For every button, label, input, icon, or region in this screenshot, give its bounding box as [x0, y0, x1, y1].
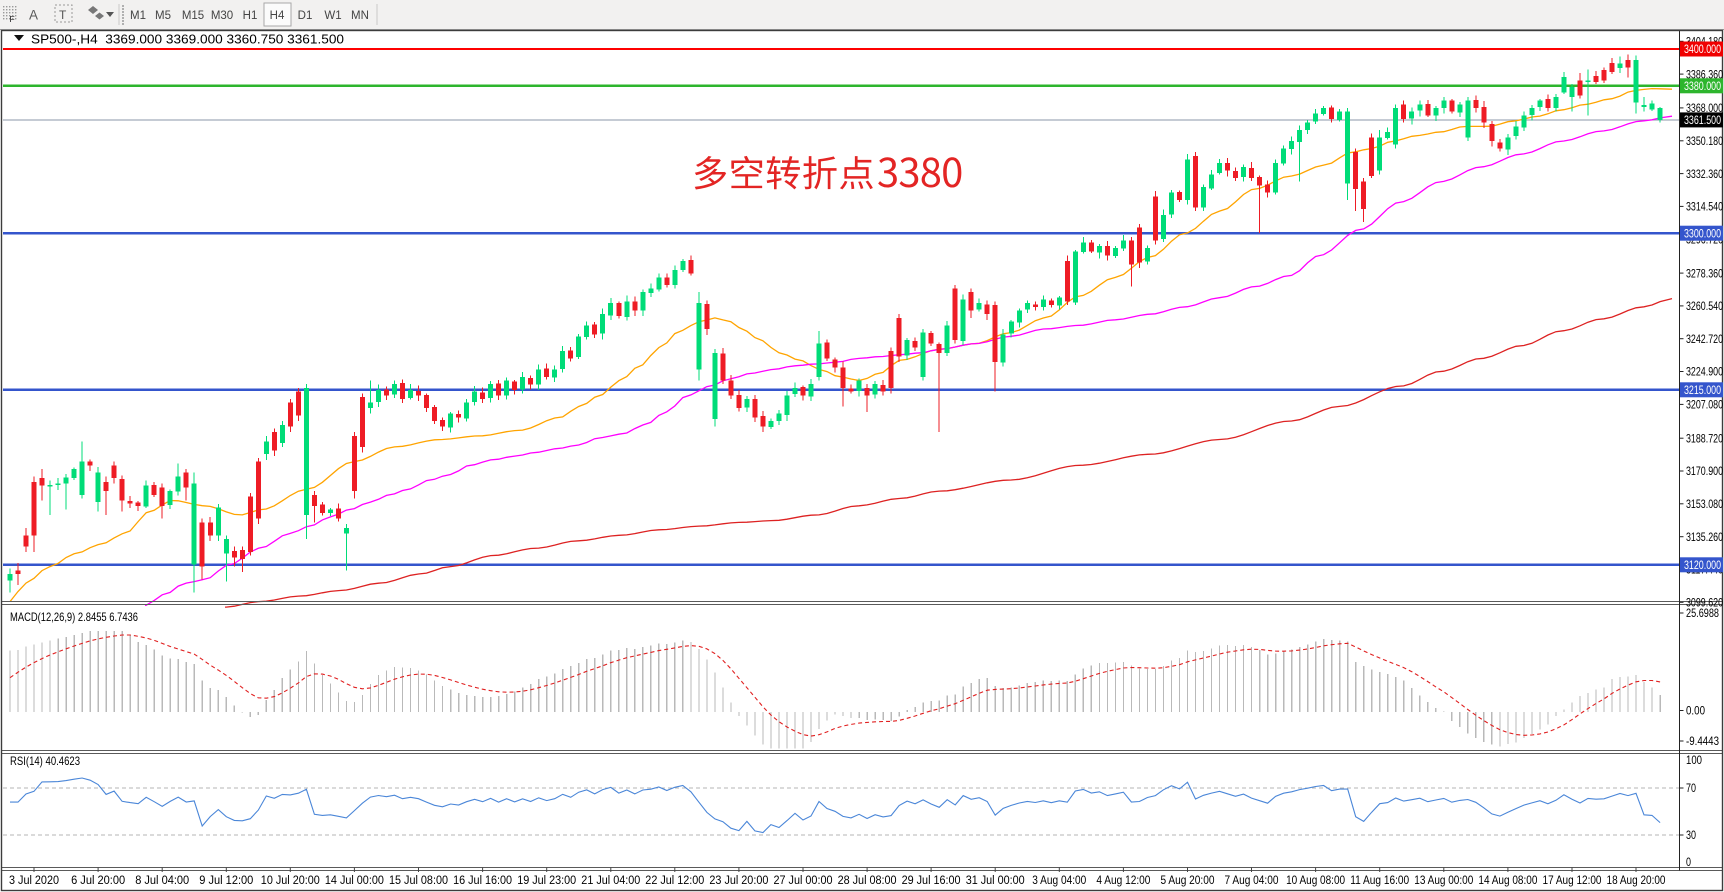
svg-text:16 Jul 16:00: 16 Jul 16:00	[453, 875, 512, 887]
svg-text:18 Aug 20:00: 18 Aug 20:00	[1607, 875, 1666, 887]
svg-text:M15: M15	[182, 10, 204, 22]
svg-text:7 Aug 04:00: 7 Aug 04:00	[1225, 875, 1279, 887]
svg-text:21 Jul 04:00: 21 Jul 04:00	[581, 875, 640, 887]
svg-text:3 Jul 2020: 3 Jul 2020	[9, 875, 59, 887]
svg-text:4 Aug 12:00: 4 Aug 12:00	[1096, 875, 1150, 887]
svg-text:17 Aug 12:00: 17 Aug 12:00	[1543, 875, 1602, 887]
svg-text:14 Aug 08:00: 14 Aug 08:00	[1478, 875, 1537, 887]
svg-text:RSI(14) 40.4623: RSI(14) 40.4623	[10, 754, 80, 768]
svg-text:70: 70	[1686, 783, 1696, 795]
svg-text:M5: M5	[155, 10, 171, 22]
svg-text:100: 100	[1686, 755, 1702, 767]
svg-text:25.6988: 25.6988	[1686, 608, 1719, 620]
svg-text:3215.000: 3215.000	[1684, 385, 1721, 397]
svg-text:A: A	[29, 8, 38, 23]
svg-text:31 Jul 00:00: 31 Jul 00:00	[966, 875, 1025, 887]
svg-text:3 Aug 04:00: 3 Aug 04:00	[1032, 875, 1086, 887]
svg-text:29 Jul 16:00: 29 Jul 16:00	[902, 875, 961, 887]
svg-text:3350.180: 3350.180	[1686, 136, 1723, 148]
svg-text:5 Aug 20:00: 5 Aug 20:00	[1161, 875, 1215, 887]
svg-text:W1: W1	[324, 10, 341, 22]
svg-text:23 Jul 20:00: 23 Jul 20:00	[709, 875, 768, 887]
svg-text:10 Jul 20:00: 10 Jul 20:00	[261, 875, 320, 887]
svg-text:3242.720: 3242.720	[1686, 334, 1723, 346]
svg-text:3224.900: 3224.900	[1686, 367, 1723, 379]
svg-text:9 Jul 12:00: 9 Jul 12:00	[199, 875, 253, 887]
svg-text:10 Aug 08:00: 10 Aug 08:00	[1286, 875, 1345, 887]
svg-text:-9.4443: -9.4443	[1686, 736, 1719, 748]
svg-text:28 Jul 08:00: 28 Jul 08:00	[838, 875, 897, 887]
svg-text:3300.000: 3300.000	[1684, 228, 1721, 240]
svg-text:3278.360: 3278.360	[1686, 268, 1723, 280]
svg-text:14 Jul 00:00: 14 Jul 00:00	[325, 875, 384, 887]
svg-text:6 Jul 20:00: 6 Jul 20:00	[71, 875, 125, 887]
svg-text:3332.360: 3332.360	[1686, 169, 1723, 181]
svg-text:27 Jul 00:00: 27 Jul 00:00	[774, 875, 833, 887]
svg-text:F: F	[10, 14, 15, 24]
svg-text:15 Jul 08:00: 15 Jul 08:00	[389, 875, 448, 887]
svg-text:19 Jul 23:00: 19 Jul 23:00	[517, 875, 576, 887]
svg-text:D1: D1	[298, 10, 313, 22]
svg-text:3400.000: 3400.000	[1684, 44, 1721, 56]
svg-text:3099.620: 3099.620	[1686, 598, 1723, 610]
svg-text:3188.720: 3188.720	[1686, 433, 1723, 445]
svg-text:22 Jul 12:00: 22 Jul 12:00	[645, 875, 704, 887]
svg-text:SP500-,H4 3369.000 3369.000 3: SP500-,H4 3369.000 3369.000 3360.750 336…	[31, 33, 344, 47]
svg-text:MACD(12,26,9) 2.8455 6.7436: MACD(12,26,9) 2.8455 6.7436	[10, 610, 138, 624]
svg-text:3380.000: 3380.000	[1684, 81, 1721, 93]
svg-text:3120.000: 3120.000	[1684, 560, 1721, 572]
svg-text:8 Jul 04:00: 8 Jul 04:00	[135, 875, 189, 887]
svg-text:0: 0	[1686, 857, 1691, 869]
svg-text:3135.260: 3135.260	[1686, 532, 1723, 544]
svg-text:3368.000: 3368.000	[1686, 103, 1723, 115]
svg-text:3361.500: 3361.500	[1684, 115, 1721, 127]
svg-text:H1: H1	[243, 10, 258, 22]
svg-text:30: 30	[1686, 830, 1696, 842]
svg-text:0.00: 0.00	[1686, 706, 1705, 718]
svg-text:13 Aug 00:00: 13 Aug 00:00	[1414, 875, 1473, 887]
svg-text:3260.540: 3260.540	[1686, 301, 1723, 313]
svg-text:3314.540: 3314.540	[1686, 202, 1723, 214]
svg-text:MN: MN	[351, 10, 369, 22]
svg-text:3153.080: 3153.080	[1686, 499, 1723, 511]
svg-text:3207.080: 3207.080	[1686, 400, 1723, 412]
svg-text:M30: M30	[211, 10, 233, 22]
svg-text:T: T	[59, 8, 67, 22]
svg-text:3170.900: 3170.900	[1686, 466, 1723, 478]
svg-text:H4: H4	[270, 10, 285, 22]
svg-text:11 Aug 16:00: 11 Aug 16:00	[1350, 875, 1409, 887]
svg-text:M1: M1	[130, 10, 146, 22]
